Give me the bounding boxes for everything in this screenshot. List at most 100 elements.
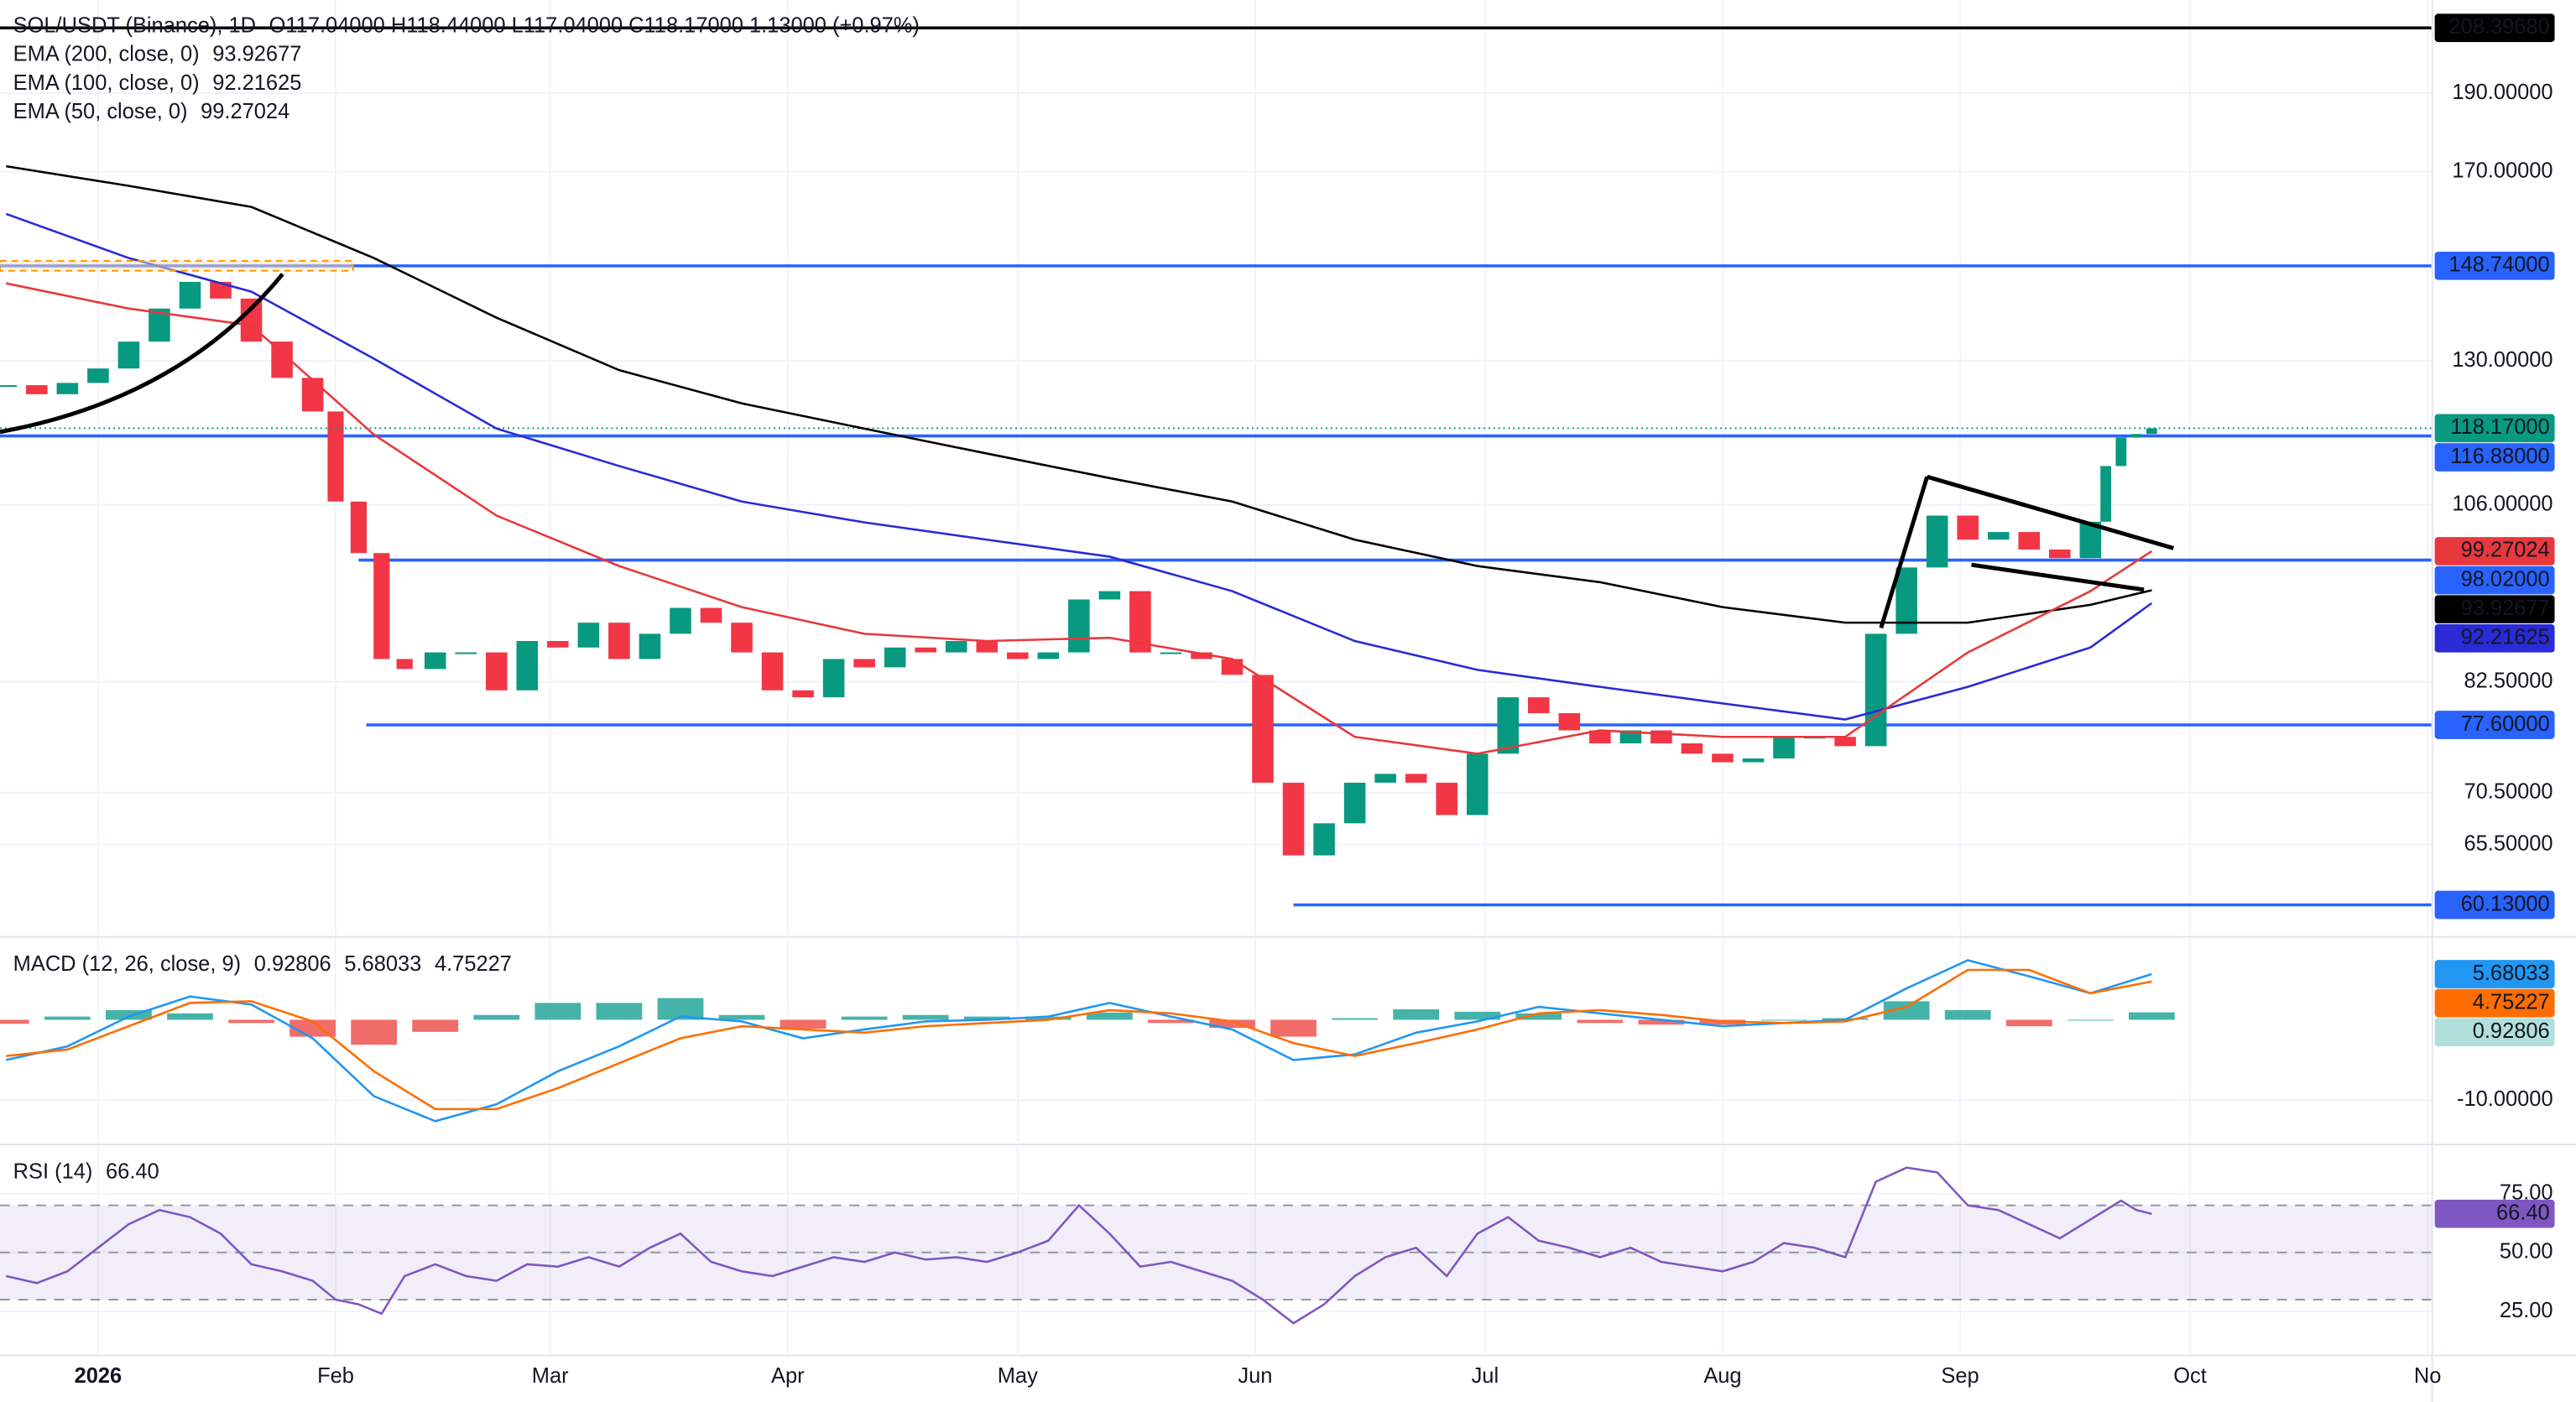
candle [1313, 823, 1335, 856]
price-tag [2434, 443, 2555, 472]
candle [1252, 675, 1274, 783]
price-tag [2434, 595, 2555, 624]
x-tick-label: Jun [1238, 1364, 1272, 1388]
candle [1160, 652, 1182, 654]
series-line [6, 1166, 2152, 1325]
candle [396, 659, 413, 670]
histogram-bar [228, 1019, 274, 1024]
candle [327, 411, 344, 502]
flag-pole [1879, 476, 1929, 629]
pane-title: MACD (12, 26, close, 9) [13, 952, 241, 976]
price-tag-label: 118.17000 [2450, 415, 2549, 439]
candle [56, 383, 79, 394]
candle [1773, 737, 1795, 758]
candle [1098, 591, 1121, 600]
candle [2115, 437, 2127, 466]
price-tag-label: 60.13000 [2461, 892, 2550, 915]
price-tag [2434, 624, 2555, 653]
candle [0, 385, 18, 388]
candle [1527, 697, 1550, 714]
ohlc-values: O117.04000 H118.44000 L117.04000 C118.17… [269, 13, 920, 37]
histogram-bar [167, 1013, 213, 1020]
price-tag-label: 99.27024 [2461, 539, 2550, 562]
candle [1343, 782, 1366, 824]
candle [516, 641, 539, 691]
candle [761, 652, 784, 691]
candle [1282, 782, 1305, 856]
histogram-bar [1148, 1019, 1194, 1024]
drawings [0, 259, 2174, 629]
histogram-bar [718, 1014, 765, 1020]
histogram-bar [1944, 1009, 1991, 1020]
histogram-bar [1883, 1001, 1930, 1020]
x-tick-label: Mar [532, 1364, 569, 1388]
candle [1864, 633, 1887, 747]
histogram-bar [473, 1014, 520, 1020]
candle [1712, 753, 1734, 763]
price-tag-label: 98.02000 [2461, 567, 2550, 591]
legend-name: EMA (50, close, 0) [13, 100, 188, 123]
candle [1436, 782, 1457, 816]
x-tick-label: No [2414, 1364, 2442, 1388]
histogram-bar [106, 1009, 152, 1020]
candle [670, 607, 691, 634]
candle [1834, 737, 1856, 747]
candle [1681, 743, 1703, 754]
pennant-upper [1926, 474, 2174, 550]
x-tick-label: May [998, 1364, 1038, 1388]
candle [976, 641, 999, 653]
y-tick-label: 106.00000 [2452, 492, 2553, 515]
candle [945, 641, 967, 653]
candle [547, 641, 569, 648]
legend-value: 99.27024 [201, 100, 289, 123]
price-tag-label: 116.88000 [2450, 445, 2549, 468]
y-tick-label: 130.00000 [2452, 348, 2553, 372]
y-tick-label: 70.50000 [2464, 779, 2553, 803]
x-tick-label: 2026 [75, 1364, 123, 1388]
histogram-bar [1270, 1019, 1317, 1037]
y-tick-label: 25.00 [2500, 1299, 2553, 1322]
histogram-bar [2128, 1012, 2175, 1020]
price-tag-label: 5.68033 [2473, 962, 2550, 985]
candle [1895, 567, 1917, 634]
histogram-bar [1025, 1016, 1072, 1020]
histogram-bar [1577, 1019, 1624, 1024]
candle [373, 553, 390, 659]
candle [485, 652, 508, 691]
candle [350, 501, 367, 554]
histogram-bar [780, 1019, 827, 1029]
candle [1497, 697, 1520, 754]
legend-value: 5.68033 [344, 952, 421, 976]
pennant-lower [1971, 562, 2145, 592]
macd-pane [0, 938, 2432, 1144]
candle [853, 659, 875, 668]
range-box [0, 259, 354, 272]
candle [822, 659, 845, 698]
series-line [6, 164, 2152, 624]
histogram-bar [841, 1016, 888, 1020]
candle [1619, 730, 1642, 743]
candle [2146, 428, 2157, 435]
legend-value: 92.21625 [212, 71, 301, 95]
histogram-bar [0, 1019, 29, 1024]
candle [1987, 532, 2010, 540]
candle [1957, 515, 1979, 540]
price-tag-label: 92.21625 [2461, 626, 2550, 649]
price-tags: 208.39680 148.74000 118.17000 116.88000 99.2… [2434, 13, 2555, 1228]
candle [1221, 659, 1244, 675]
legend-value: 0.92806 [254, 952, 331, 976]
histogram-bar [1760, 1019, 1807, 1021]
price-pane [0, 0, 2432, 936]
x-tick-label: Feb [317, 1364, 354, 1388]
candle [915, 647, 936, 653]
candle [210, 281, 232, 299]
histogram-bar [1393, 1009, 1440, 1020]
candle [117, 341, 140, 369]
candle [1742, 758, 1765, 763]
price-tag [2434, 565, 2555, 595]
candle [240, 298, 263, 342]
price-tag [2434, 252, 2555, 280]
x-tick-label: Oct [2173, 1364, 2207, 1388]
price-tag [2434, 1018, 2555, 1047]
